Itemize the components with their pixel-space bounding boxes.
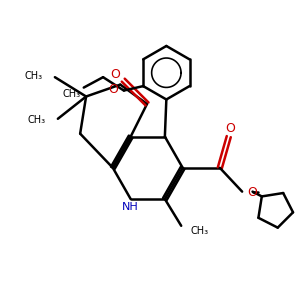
Text: O: O (225, 122, 235, 135)
Text: CH₃: CH₃ (63, 89, 81, 99)
Text: NH: NH (122, 202, 139, 212)
Text: O: O (110, 68, 120, 81)
Text: CH₃: CH₃ (27, 115, 45, 125)
Text: O: O (248, 186, 257, 199)
Text: O: O (109, 83, 118, 97)
Text: CH₃: CH₃ (24, 71, 42, 81)
Text: CH₃: CH₃ (190, 226, 208, 236)
